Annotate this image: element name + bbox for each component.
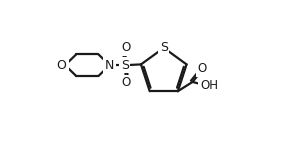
Text: O: O [121,76,131,89]
Text: S: S [160,41,168,54]
Text: O: O [56,59,66,72]
Text: N: N [105,59,114,72]
Text: O: O [198,62,207,75]
Text: O: O [121,41,131,54]
Text: OH: OH [200,78,218,92]
Text: S: S [121,59,129,72]
